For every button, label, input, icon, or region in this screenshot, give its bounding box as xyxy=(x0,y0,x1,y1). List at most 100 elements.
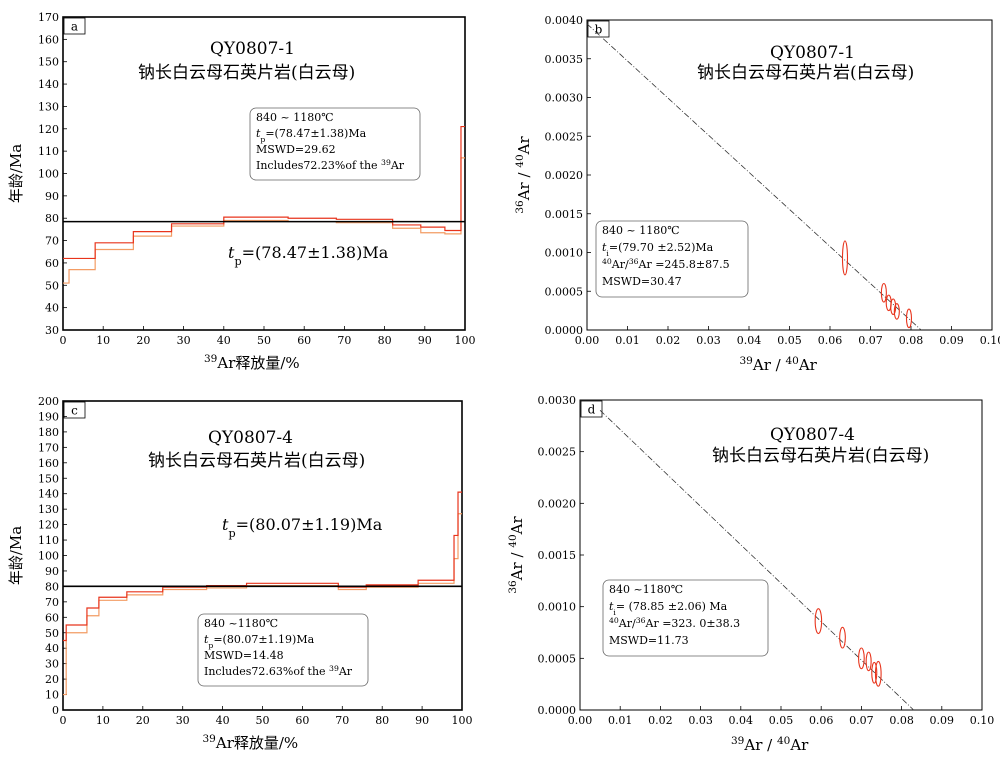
y-tick-label: 60 xyxy=(45,611,59,624)
x-tick-label: 10 xyxy=(96,334,110,347)
plateau-age-label: tp=(78.47±1.38)Ma xyxy=(228,243,389,268)
y-tick-label: 130 xyxy=(38,503,59,516)
y-tick-label: 80 xyxy=(45,212,59,225)
chart-subtitle: 钠长白云母石英片岩(白云母) xyxy=(148,451,365,471)
x-axis-label: 39Ar释放量/% xyxy=(203,733,299,752)
result-box: 840 ~1180℃ ti= (78.85 ±2.06) Ma40Ar/36Ar … xyxy=(602,579,769,657)
y-tick-label: 190 xyxy=(38,410,59,423)
chart-subtitle: 钠长白云母石英片岩(白云母) xyxy=(138,63,355,83)
x-tick-label: 0.06 xyxy=(818,334,843,347)
x-tick-label: 100 xyxy=(452,714,473,727)
x-tick-label: 90 xyxy=(415,714,429,727)
result-box-frame xyxy=(197,613,369,687)
y-tick-label: 0.0030 xyxy=(538,394,577,407)
data-point xyxy=(905,308,913,329)
x-axis-label: 39Ar / 40Ar xyxy=(731,735,809,754)
x-tick-label: 90 xyxy=(418,334,432,347)
age-spectrum-upper xyxy=(63,125,465,260)
y-tick-label: 0.0020 xyxy=(545,169,584,182)
result-line: MSWD=11.73 xyxy=(609,634,689,647)
isochron-line xyxy=(586,23,922,331)
y-tick-label: 160 xyxy=(38,457,59,470)
y-tick-label: 0 xyxy=(52,704,59,717)
x-tick-label: 0.07 xyxy=(858,334,883,347)
panel-label-box xyxy=(63,17,86,35)
x-tick-label: 60 xyxy=(297,334,311,347)
y-tick-label: 70 xyxy=(45,596,59,609)
x-tick-label: 0.03 xyxy=(696,334,721,347)
y-tick-label: 40 xyxy=(45,302,59,315)
x-tick-label: 0.10 xyxy=(980,334,1000,347)
x-tick-label: 20 xyxy=(136,714,150,727)
result-line: ti=(79.70 ±2.52)Ma xyxy=(602,241,714,258)
y-tick-label: 30 xyxy=(45,324,59,337)
chart-subtitle: 钠长白云母石英片岩(白云母) xyxy=(697,63,914,83)
x-tick-label: 0 xyxy=(60,334,67,347)
x-tick-label: 70 xyxy=(335,714,349,727)
panel-label: d xyxy=(580,400,603,418)
panel-label-box xyxy=(587,20,610,38)
y-tick-label: 0.0010 xyxy=(538,601,577,614)
y-tick-label: 110 xyxy=(38,145,59,158)
x-tick-label: 80 xyxy=(375,714,389,727)
x-tick-label: 100 xyxy=(455,334,476,347)
age-spectrum-lower xyxy=(63,513,462,696)
panel-label: c xyxy=(63,401,86,419)
x-tick-label: 80 xyxy=(378,334,392,347)
result-box-frame xyxy=(249,107,421,181)
y-tick-label: 0.0015 xyxy=(545,208,584,221)
data-point xyxy=(880,282,887,303)
y-tick-label: 0.0040 xyxy=(545,14,584,27)
panel-label: b xyxy=(587,20,610,38)
y-tick-label: 60 xyxy=(45,257,59,270)
y-tick-label: 10 xyxy=(45,689,59,702)
y-tick-label: 170 xyxy=(38,11,59,24)
y-tick-label: 120 xyxy=(38,519,59,532)
y-tick-label: 70 xyxy=(45,235,59,248)
result-line: ti= (78.85 ±2.06) Ma xyxy=(609,600,728,617)
y-tick-label: 0.0005 xyxy=(538,652,577,665)
y-tick-label: 0.0000 xyxy=(538,704,577,717)
result-line: 40Ar/36Ar =323. 0±38.3 xyxy=(609,616,740,631)
y-tick-label: 140 xyxy=(38,488,59,501)
x-tick-label: 0.08 xyxy=(899,334,924,347)
y-tick-label: 0.0015 xyxy=(538,549,577,562)
y-tick-label: 20 xyxy=(45,673,59,686)
result-line: tp=(78.47±1.38)Ma xyxy=(256,127,367,144)
y-tick-label: 150 xyxy=(38,472,59,485)
x-tick-label: 0.01 xyxy=(608,714,633,727)
y-tick-label: 90 xyxy=(45,190,59,203)
x-tick-label: 0.00 xyxy=(575,334,600,347)
panel-b: b 0.0000 0.0005 0.0010 0.0015 0.0020 0.0025 0.0… xyxy=(514,14,1000,374)
chart-title: QY0807-1 xyxy=(210,39,295,59)
result-box-frame xyxy=(595,220,749,298)
y-tick-label: 0.0010 xyxy=(545,247,584,260)
y-tick-label: 80 xyxy=(45,580,59,593)
y-tick-label: 0.0030 xyxy=(545,92,584,105)
chart-title: QY0807-4 xyxy=(770,425,855,445)
x-tick-label: 0.00 xyxy=(568,714,593,727)
y-tick-label: 160 xyxy=(38,33,59,46)
data-point xyxy=(893,303,900,320)
plateau-age-label: tp=(80.07±1.19)Ma xyxy=(222,515,383,540)
y-tick-label: 0.0005 xyxy=(545,285,584,298)
x-tick-label: 70 xyxy=(337,334,351,347)
panel-d: d 0.0000 0.0005 0.0010 0.0015 0.0020 0.0025 0.0… xyxy=(507,394,994,754)
panel-a: a 30 40 50 60 70 80 90 100 110 120 130 140 150 160 170 0… xyxy=(7,11,476,372)
x-axis-label: 39Ar / 40Ar xyxy=(740,355,818,374)
chart-title: QY0807-4 xyxy=(208,428,293,448)
x-axis-label: 39Ar释放量/% xyxy=(204,353,300,372)
x-tick-label: 20 xyxy=(136,334,150,347)
data-point xyxy=(839,626,846,649)
data-point xyxy=(814,608,823,635)
x-tick-label: 0.04 xyxy=(737,334,762,347)
panel-label-text: c xyxy=(71,404,78,418)
y-tick-label: 180 xyxy=(38,426,59,439)
result-line: 840 ~1180℃ xyxy=(204,617,278,630)
y-tick-label: 50 xyxy=(45,627,59,640)
data-point xyxy=(871,661,878,684)
panel-label-text: a xyxy=(71,20,78,34)
